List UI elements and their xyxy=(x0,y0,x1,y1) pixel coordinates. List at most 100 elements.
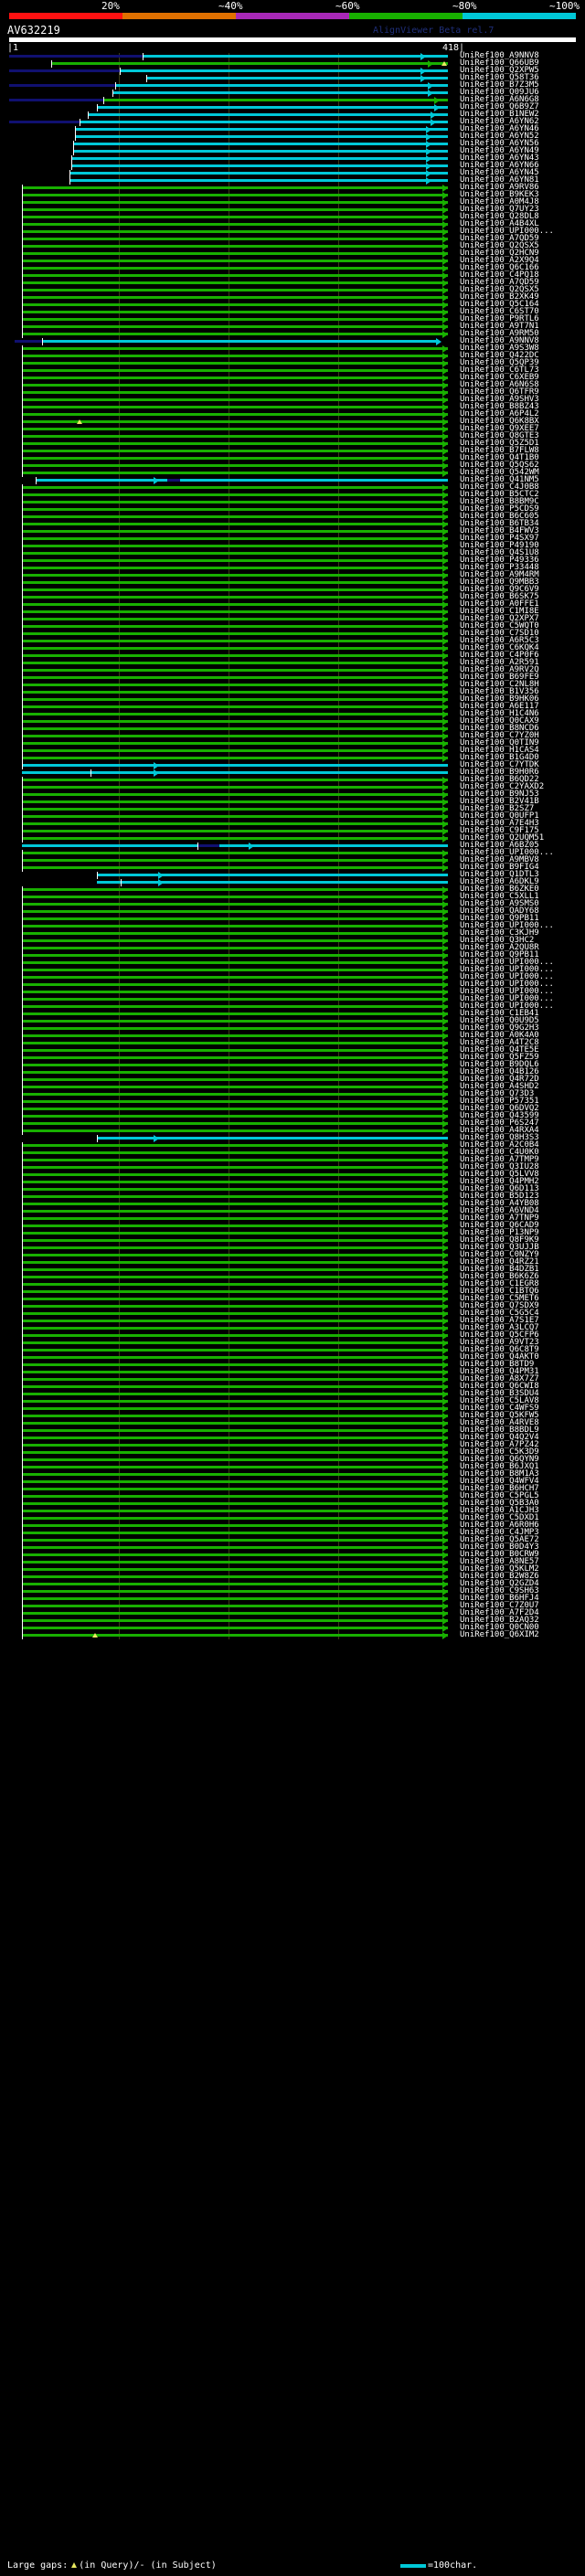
hit-label[interactable]: UniRef100_H1CAS4 xyxy=(460,746,539,755)
alignment-row[interactable]: UniRef100_Q5FZ59 xyxy=(0,1054,585,1062)
hit-label[interactable]: UniRef100_Q9XEE7 xyxy=(460,424,539,433)
alignment-row[interactable]: UniRef100_B2AQ32 xyxy=(0,1617,585,1625)
hit-label[interactable]: UniRef100_B5CTC2 xyxy=(460,490,539,499)
hit-label[interactable]: UniRef100_UPI000... xyxy=(460,965,554,974)
alignment-row[interactable]: UniRef100_A9NNV8 xyxy=(0,337,585,345)
hit-label[interactable]: UniRef100_A9RM50 xyxy=(460,329,539,338)
hit-label[interactable]: UniRef100_Q8F9K9 xyxy=(460,1235,539,1245)
hit-label[interactable]: UniRef100_Q6C8T9 xyxy=(460,1345,539,1354)
alignment-row[interactable]: UniRef100_Q0UFP1 xyxy=(0,812,585,821)
hit-label[interactable]: UniRef100_B7Z3M5 xyxy=(460,80,539,90)
hit-label[interactable]: UniRef100_C2NL8H xyxy=(460,680,539,689)
hit-label[interactable]: UniRef100_B1V356 xyxy=(460,687,539,696)
alignment-row[interactable]: UniRef100_C4JMP3 xyxy=(0,1528,585,1537)
alignment-row[interactable]: UniRef100_A6YN66 xyxy=(0,162,585,170)
hit-label[interactable]: UniRef100_Q5QS62 xyxy=(460,461,539,470)
alignment-row[interactable]: UniRef100_Q5KFW5 xyxy=(0,1412,585,1420)
hit-label[interactable]: UniRef100_C4WFS9 xyxy=(460,1404,539,1413)
hit-label[interactable]: UniRef100_A6N6S8 xyxy=(460,380,539,389)
alignment-row[interactable]: UniRef100_B6TB34 xyxy=(0,520,585,528)
hit-label[interactable]: UniRef100_Q66UB9 xyxy=(460,58,539,68)
hit-label[interactable]: UniRef100_A6YN56 xyxy=(460,139,539,148)
alignment-row[interactable]: UniRef100_A2C0B4 xyxy=(0,1141,585,1150)
hit-label[interactable]: UniRef100_C1BTQ6 xyxy=(460,1287,539,1296)
hit-label[interactable]: UniRef100_Q2XPX7 xyxy=(460,614,539,623)
alignment-row[interactable]: UniRef100_B4DZB1 xyxy=(0,1266,585,1274)
hit-label[interactable]: UniRef100_Q4RZ21 xyxy=(460,1257,539,1267)
alignment-row[interactable]: UniRef100_Q4T1B0 xyxy=(0,454,585,462)
alignment-row[interactable]: UniRef100_Q2QSX5 xyxy=(0,285,585,294)
alignment-row[interactable]: UniRef100_B5CTC2 xyxy=(0,490,585,499)
hit-label[interactable]: UniRef100_Q2QSX5 xyxy=(460,285,539,294)
hit-label[interactable]: UniRef100_A6YN46 xyxy=(460,124,539,133)
alignment-row[interactable]: UniRef100_A9T7N1 xyxy=(0,323,585,331)
alignment-row[interactable]: UniRef100_B8BZ43 xyxy=(0,403,585,411)
alignment-row[interactable]: UniRef100_P13NP9 xyxy=(0,1229,585,1237)
hit-label[interactable]: UniRef100_B69FE9 xyxy=(460,673,539,682)
alignment-row[interactable]: UniRef100_C5PGL5 xyxy=(0,1492,585,1500)
alignment-row[interactable]: UniRef100_B2SZ7 xyxy=(0,805,585,813)
alignment-row[interactable]: UniRef100_Q4Q2V4 xyxy=(0,1434,585,1442)
hit-label[interactable]: UniRef100_H1C4N6 xyxy=(460,709,539,718)
hit-label[interactable]: UniRef100_B6HFJ4 xyxy=(460,1594,539,1603)
alignment-row[interactable]: UniRef100_C4U0K0 xyxy=(0,1149,585,1157)
alignment-row[interactable]: UniRef100_A6YN62 xyxy=(0,118,585,126)
alignment-row[interactable]: UniRef100_A9S3W8 xyxy=(0,345,585,353)
hit-label[interactable]: UniRef100_C5DXD1 xyxy=(460,1513,539,1522)
alignment-row[interactable]: UniRef100_A1CJH3 xyxy=(0,1507,585,1515)
alignment-row[interactable]: UniRef100_C6TL73 xyxy=(0,366,585,375)
alignment-row[interactable]: UniRef100_B0D4Y3 xyxy=(0,1543,585,1552)
hit-label[interactable]: UniRef100_P57351 xyxy=(460,1097,539,1106)
hit-label[interactable]: UniRef100_C4JMP3 xyxy=(460,1528,539,1537)
alignment-row[interactable]: UniRef100_Q5B3A0 xyxy=(0,1500,585,1508)
hit-label[interactable]: UniRef100_Q6CAD9 xyxy=(460,1221,539,1230)
alignment-row[interactable]: UniRef100_B2V41B xyxy=(0,798,585,806)
alignment-row[interactable]: UniRef100_Q7UY23 xyxy=(0,206,585,214)
alignment-row[interactable]: UniRef100_A9VT23 xyxy=(0,1339,585,1347)
alignment-row[interactable]: UniRef100_Q6TFR9 xyxy=(0,388,585,397)
hit-label[interactable]: UniRef100_B9KEK3 xyxy=(460,190,539,199)
alignment-row[interactable]: UniRef100_A9SHV3 xyxy=(0,396,585,404)
alignment-row[interactable]: UniRef100_A7E4H3 xyxy=(0,820,585,828)
alignment-row[interactable]: UniRef100_P9RTL6 xyxy=(0,315,585,323)
alignment-row[interactable]: UniRef100_B8BDL9 xyxy=(0,1426,585,1435)
alignment-row[interactable]: UniRef100_B0CRW9 xyxy=(0,1551,585,1559)
alignment-row[interactable]: UniRef100_A6YN52 xyxy=(0,133,585,141)
hit-label[interactable]: UniRef100_B9H0R6 xyxy=(460,768,539,777)
alignment-row[interactable]: UniRef100_Q5QS62 xyxy=(0,461,585,470)
alignment-row[interactable]: UniRef100_Q9MBB3 xyxy=(0,578,585,587)
hit-label[interactable]: UniRef100_P33448 xyxy=(460,563,539,572)
alignment-row[interactable]: UniRef100_Q4B126 xyxy=(0,1068,585,1076)
alignment-row[interactable]: UniRef100_B1NEW2 xyxy=(0,111,585,119)
hit-label[interactable]: UniRef100_C7Z0U7 xyxy=(460,1601,539,1610)
alignment-row[interactable]: UniRef100_Q2XPX7 xyxy=(0,614,585,623)
alignment-row[interactable]: UniRef100_C6XEB9 xyxy=(0,374,585,382)
hit-label[interactable]: UniRef100_Q6K8BX xyxy=(460,417,539,426)
hit-label[interactable]: UniRef100_A7S1E7 xyxy=(460,1316,539,1325)
hit-label[interactable]: UniRef100_C5XLL1 xyxy=(460,892,539,901)
hit-label[interactable]: UniRef100_B6HCH7 xyxy=(460,1484,539,1493)
alignment-row[interactable]: UniRef100_A6BZ05 xyxy=(0,842,585,850)
alignment-row[interactable]: UniRef100_UPI000... xyxy=(0,981,585,989)
alignment-row[interactable]: UniRef100_Q5Z5D1 xyxy=(0,440,585,448)
hit-label[interactable]: UniRef100_Q4AKT0 xyxy=(460,1352,539,1362)
alignment-row[interactable]: UniRef100_UPI000... xyxy=(0,965,585,974)
alignment-row[interactable]: UniRef100_C5MET6 xyxy=(0,1295,585,1303)
alignment-row[interactable]: UniRef100_A7S1E7 xyxy=(0,1316,585,1325)
alignment-row[interactable]: UniRef100_Q0TIN9 xyxy=(0,739,585,747)
hit-label[interactable]: UniRef100_UPI000... xyxy=(460,980,554,989)
hit-label[interactable]: UniRef100_Q41NM5 xyxy=(460,475,539,484)
alignment-row[interactable]: UniRef100_C2YAXD2 xyxy=(0,783,585,791)
alignment-row[interactable]: UniRef100_A0K4A0 xyxy=(0,1032,585,1040)
alignment-row[interactable]: UniRef100_Q1DTL3 xyxy=(0,871,585,879)
alignment-row[interactable]: UniRef100_C7Z0U7 xyxy=(0,1601,585,1610)
hit-label[interactable]: UniRef100_A2X9Q4 xyxy=(460,256,539,265)
alignment-row[interactable]: UniRef100_B6SK75 xyxy=(0,593,585,601)
alignment-row[interactable]: UniRef100_A4SHD2 xyxy=(0,1083,585,1091)
hit-label[interactable]: UniRef100_Q6DVQ2 xyxy=(460,1104,539,1113)
alignment-row[interactable]: UniRef100_Q3UJJB xyxy=(0,1244,585,1252)
alignment-row[interactable]: UniRef100_C7YZ0H xyxy=(0,732,585,740)
hit-label[interactable]: UniRef100_B2XK49 xyxy=(460,292,539,302)
alignment-row[interactable]: UniRef100_C5WQT0 xyxy=(0,622,585,631)
hit-label[interactable]: UniRef100_A9MBV8 xyxy=(460,855,539,864)
